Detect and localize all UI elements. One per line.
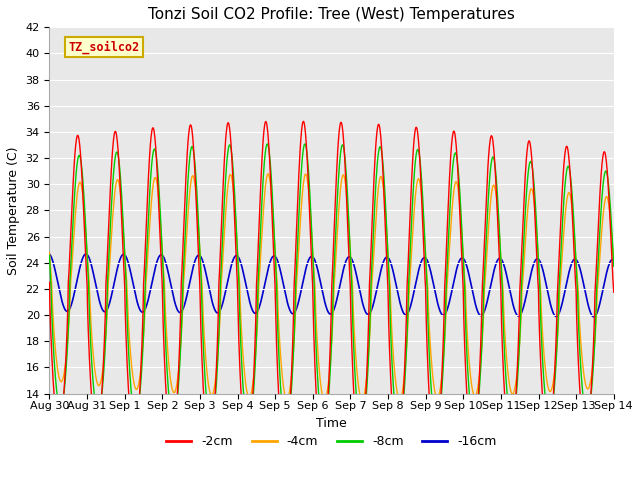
Title: Tonzi Soil CO2 Profile: Tree (West) Temperatures: Tonzi Soil CO2 Profile: Tree (West) Temp… xyxy=(148,7,515,22)
Text: TZ_soilco2: TZ_soilco2 xyxy=(68,40,140,54)
X-axis label: Time: Time xyxy=(316,417,347,430)
Y-axis label: Soil Temperature (C): Soil Temperature (C) xyxy=(7,146,20,275)
Legend: -2cm, -4cm, -8cm, -16cm: -2cm, -4cm, -8cm, -16cm xyxy=(161,430,502,453)
